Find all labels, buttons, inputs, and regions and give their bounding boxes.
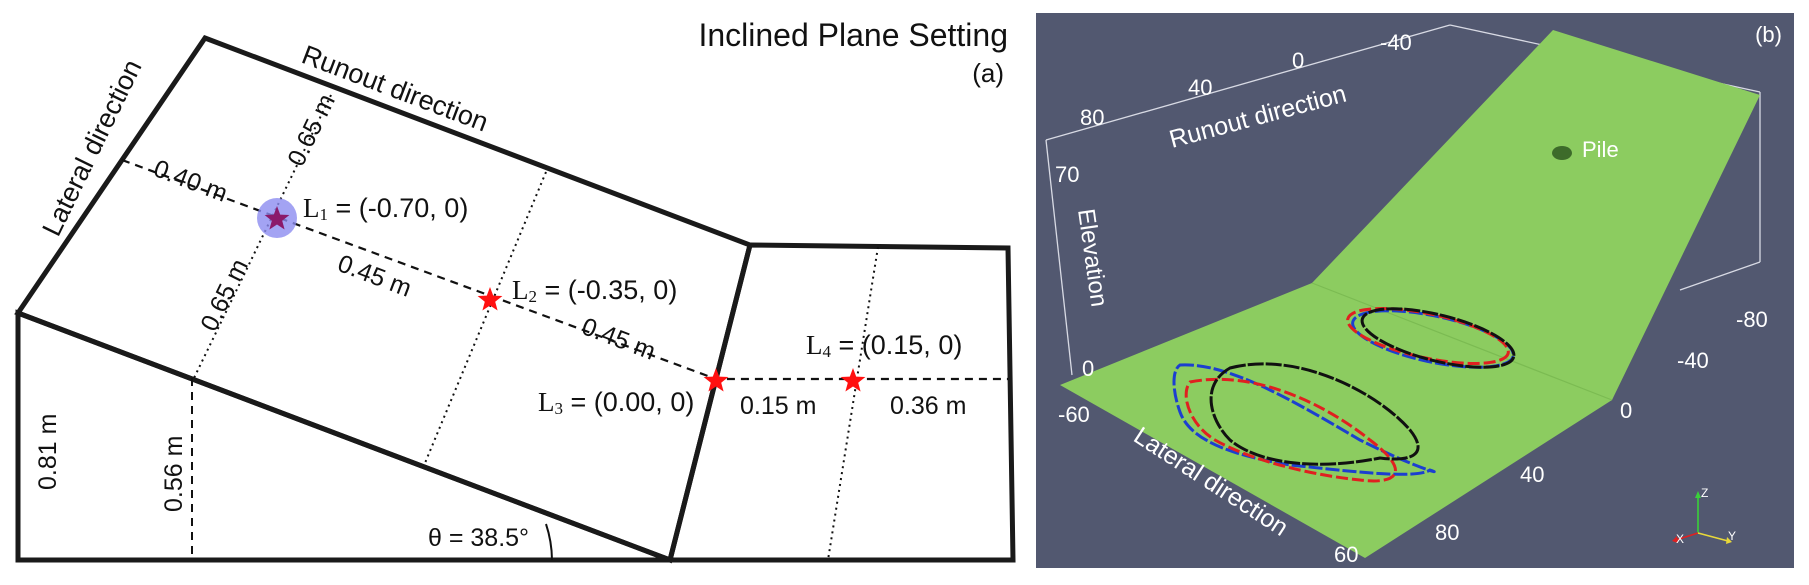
runout-tick-labels: 80 40 0 -40: [1080, 30, 1412, 130]
runout-tick-40: 40: [1188, 75, 1212, 100]
slope-floor-edge: [1311, 282, 1613, 401]
outline-lower-red: [1184, 377, 1397, 483]
right-tick-minus40: -40: [1677, 348, 1709, 373]
axes-triad: Z X Y: [1672, 486, 1736, 546]
dim-015: 0.15 m: [740, 392, 816, 420]
inclined-plane-side: [15, 309, 671, 563]
panel-a-title: Inclined Plane Setting: [698, 17, 1008, 53]
pile-label: Pile: [1582, 137, 1619, 162]
outline-upper-black: [1360, 307, 1516, 369]
slope-surface: [1312, 30, 1760, 400]
star-l1: [264, 206, 290, 230]
right-tick-80: 80: [1435, 520, 1459, 545]
dim-065-top: 0.65 m: [282, 90, 341, 171]
runout-outlines-upper: [1346, 307, 1516, 369]
dim-081: 0.81 m: [34, 414, 62, 490]
panel-b: Pile 80 40 0 -40 Runout direction 70 0 E…: [1036, 13, 1794, 568]
right-tick-40: 40: [1520, 462, 1544, 487]
point-label-l1: L1 = (-0.70, 0): [303, 193, 468, 224]
lateral-line-2: [424, 171, 547, 464]
dim-045-a: 0.45 m: [334, 249, 415, 302]
panel-a: Inclined Plane Setting (a) Runout direct…: [14, 17, 1016, 564]
lateral-dotted-lines: [193, 94, 879, 561]
dim-045-b: 0.45 m: [578, 312, 659, 365]
elevation-tick-70: 70: [1055, 162, 1079, 187]
panel-a-tag: (a): [972, 58, 1004, 88]
lateral-tick-minus60: -60: [1058, 402, 1090, 427]
star-l2: [477, 287, 503, 311]
dim-056: 0.56 m: [160, 436, 188, 512]
elevation-tick-labels: 70 0: [1055, 162, 1094, 381]
right-axis-tick-labels: -80 -40 0 40 80: [1435, 307, 1768, 545]
runout-outlines-lower: [1172, 362, 1436, 483]
pile-marker: [1552, 146, 1572, 160]
flat-plane-surface: [666, 242, 1016, 563]
angle-arc: [545, 523, 553, 561]
lateral-line-1: [193, 94, 332, 379]
right-tick-0: 0: [1620, 398, 1632, 423]
runout-tick-0: 0: [1292, 48, 1304, 73]
outline-lower-black: [1209, 362, 1420, 466]
triad-x-label: X: [1676, 532, 1684, 546]
dim-040: 0.40 m: [150, 154, 231, 207]
star-l3: [703, 368, 729, 392]
lateral-line-3: [827, 246, 879, 561]
point-label-l2: L2 = (-0.35, 0): [512, 275, 677, 306]
triad-y-label: Y: [1728, 529, 1736, 543]
floor-surface: [1060, 283, 1612, 558]
star-l4: [840, 368, 866, 392]
location-stars: [264, 206, 866, 392]
point-label-l4: L4 = (0.15, 0): [806, 330, 962, 361]
triad-z-label: Z: [1701, 486, 1708, 500]
runout-tick-minus40: -40: [1380, 30, 1412, 55]
dim-036: 0.36 m: [890, 392, 966, 420]
right-tick-minus80: -80: [1736, 307, 1768, 332]
outline-lower-blue: [1172, 363, 1436, 476]
panel-b-tag: (b): [1755, 22, 1782, 47]
point-label-l3: L3 = (0.00, 0): [538, 387, 694, 418]
runout-tick-80: 80: [1080, 105, 1104, 130]
dim-065-bottom: 0.65 m: [195, 255, 254, 336]
elevation-tick-0: 0: [1082, 356, 1094, 381]
lateral-tick-60: 60: [1334, 542, 1358, 567]
inclined-plane-outline: [14, 34, 1016, 564]
angle-label: θ = 38.5°: [428, 524, 529, 552]
lateral-tick-labels: -60 60: [1058, 402, 1358, 567]
